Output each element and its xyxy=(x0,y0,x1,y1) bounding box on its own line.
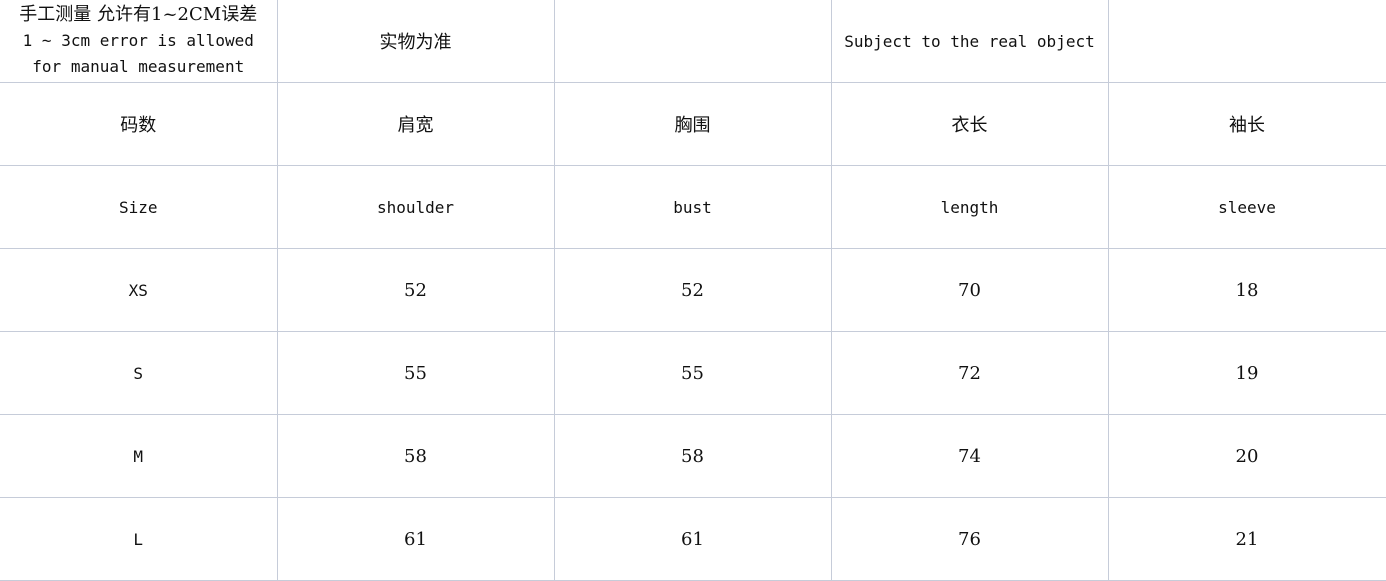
table-row: S 55 55 72 19 xyxy=(0,331,1386,415)
header-row-en: Size shoulder bust length sleeve xyxy=(0,165,1386,249)
table-cell: 72 xyxy=(830,331,1109,415)
note-en-2: for manual measurement xyxy=(32,57,245,76)
table-cell: 55 xyxy=(276,331,555,415)
column-header-cn: 衣长 xyxy=(830,82,1109,166)
table-row: M 58 58 74 20 xyxy=(0,414,1386,498)
size-cell: L xyxy=(0,497,278,581)
column-header-en: Size xyxy=(0,165,278,249)
table-cell: 74 xyxy=(830,414,1109,498)
size-cell: M xyxy=(0,414,278,498)
table-cell: 19 xyxy=(1107,331,1386,415)
subject-en-cell: Subject to the real object xyxy=(830,0,1109,83)
column-header-en: length xyxy=(830,165,1109,249)
column-header-en: sleeve xyxy=(1107,165,1386,249)
note-cn: 手工测量 允许有1~2CM误差 xyxy=(19,4,258,25)
empty-cell xyxy=(1107,0,1386,83)
header-row-cn: 码数 肩宽 胸围 衣长 袖长 xyxy=(0,82,1386,166)
column-header-cn: 袖长 xyxy=(1107,82,1386,166)
column-header-cn: 胸围 xyxy=(553,82,832,166)
table-cell: 21 xyxy=(1107,497,1386,581)
size-cell: XS xyxy=(0,248,278,332)
table-cell: 61 xyxy=(553,497,832,581)
subject-cn-cell: 实物为准 xyxy=(276,0,555,83)
note-row: 手工测量 允许有1~2CM误差 1 ~ 3cm error is allowed… xyxy=(0,0,1386,83)
column-header-en: bust xyxy=(553,165,832,249)
column-header-en: shoulder xyxy=(276,165,555,249)
size-cell: S xyxy=(0,331,278,415)
table-cell: 58 xyxy=(276,414,555,498)
empty-cell xyxy=(553,0,832,83)
table-cell: 55 xyxy=(553,331,832,415)
table-cell: 52 xyxy=(553,248,832,332)
table-row: L 61 61 76 21 xyxy=(0,497,1386,581)
table-cell: 70 xyxy=(830,248,1109,332)
table-row: XS 52 52 70 18 xyxy=(0,248,1386,332)
table-cell: 18 xyxy=(1107,248,1386,332)
column-header-cn: 肩宽 xyxy=(276,82,555,166)
column-header-cn: 码数 xyxy=(0,82,278,166)
table-cell: 61 xyxy=(276,497,555,581)
table-cell: 58 xyxy=(553,414,832,498)
table-cell: 52 xyxy=(276,248,555,332)
table-cell: 76 xyxy=(830,497,1109,581)
table-cell: 20 xyxy=(1107,414,1386,498)
note-en-1: 1 ~ 3cm error is allowed xyxy=(22,31,254,50)
measurement-note-cell: 手工测量 允许有1~2CM误差 1 ~ 3cm error is allowed… xyxy=(0,0,278,83)
